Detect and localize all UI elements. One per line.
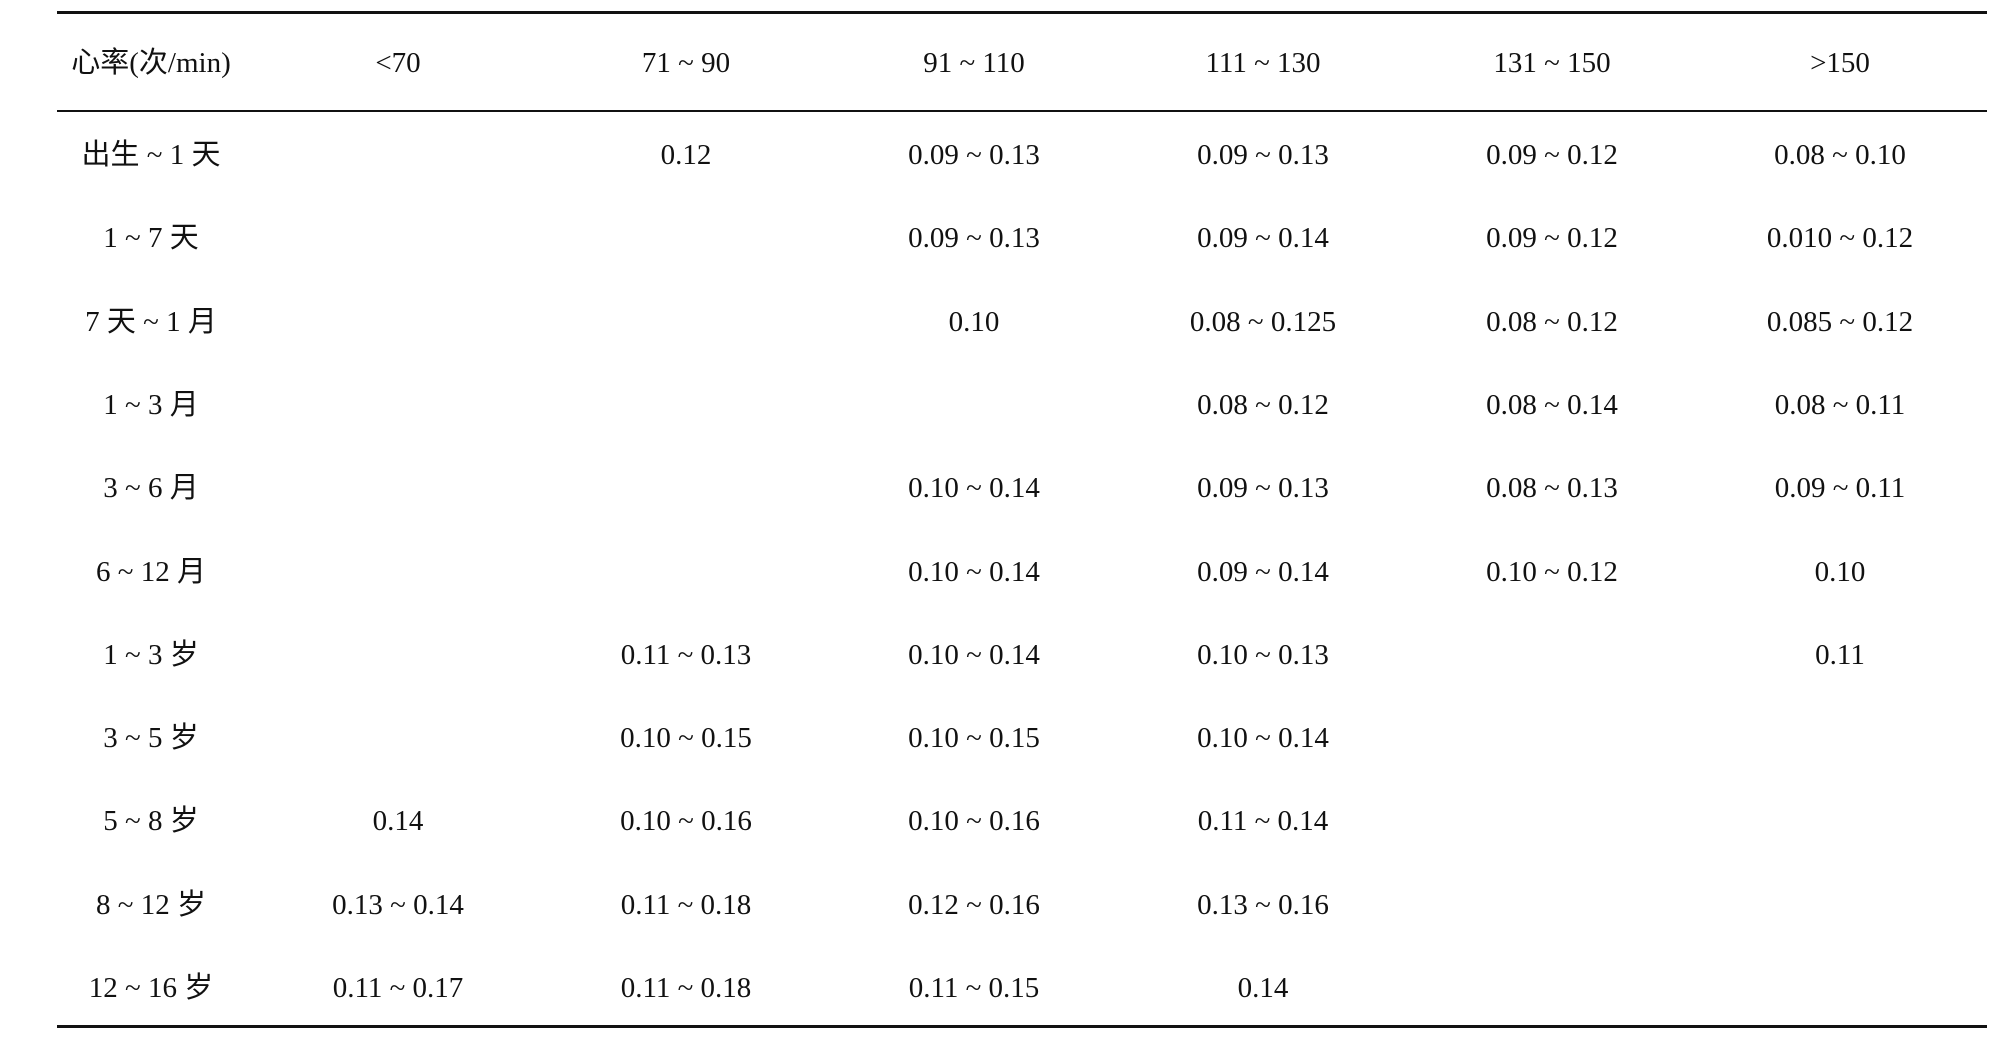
header-cell: 111 ~ 130: [1205, 47, 1321, 79]
table-cell: 0.09 ~ 0.14: [1197, 555, 1329, 588]
table-cell: 0.13 ~ 0.16: [1197, 888, 1329, 921]
table-cell: 0.14: [1237, 972, 1289, 1004]
table-cell: 0.08 ~ 0.13: [1486, 472, 1618, 505]
table-cell: 0.08 ~ 0.10: [1774, 139, 1906, 171]
row-label: 出生 ~ 1 天: [81, 139, 221, 171]
table-cell: 0.08 ~ 0.125: [1189, 305, 1337, 338]
table-cell: 0.14: [372, 805, 424, 838]
table-cell: 0.09 ~ 0.11: [1774, 472, 1906, 505]
row-label: 1 ~ 3 月: [103, 388, 199, 421]
table-cell: 0.10 ~ 0.14: [908, 555, 1040, 588]
table-cell: 0.08 ~ 0.12: [1486, 305, 1618, 338]
row-label: 7 天 ~ 1 月: [85, 305, 217, 338]
table-cell: 0.11 ~ 0.17: [332, 972, 464, 1004]
header-cell: 131 ~ 150: [1493, 47, 1611, 79]
header-cell: 71 ~ 90: [641, 47, 731, 79]
row-label: 5 ~ 8 岁: [103, 805, 199, 838]
table-cell: 0.11 ~ 0.18: [620, 972, 752, 1004]
table-cell: 0.12: [660, 139, 712, 171]
row-label: 6 ~ 12 月: [96, 555, 206, 588]
table-cell: 0.08 ~ 0.14: [1486, 388, 1618, 421]
row-label: 3 ~ 5 岁: [103, 722, 199, 755]
table-cell: 0.09 ~ 0.13: [908, 222, 1040, 255]
table-cell: 0.11 ~ 0.18: [620, 888, 752, 921]
header-cell: 心率(次/min): [71, 47, 231, 79]
table-cell: 0.08 ~ 0.12: [1197, 388, 1329, 421]
table-cell: 0.09 ~ 0.13: [1197, 139, 1329, 171]
table-cell: 0.10: [1814, 555, 1866, 588]
table-cell: 0.10 ~ 0.15: [908, 722, 1040, 755]
table-cell: 0.09 ~ 0.14: [1197, 222, 1329, 255]
table-cell: 0.11 ~ 0.15: [908, 972, 1040, 1004]
row-label: 1 ~ 7 天: [103, 222, 199, 255]
table-cell: 0.10 ~ 0.12: [1486, 555, 1618, 588]
row-label: 8 ~ 12 岁: [96, 888, 206, 921]
table-cell: 0.12 ~ 0.16: [908, 888, 1040, 921]
table-cell: 0.09 ~ 0.12: [1486, 139, 1618, 171]
table-cell: 0.10 ~ 0.14: [908, 638, 1040, 671]
table-cell: 0.11 ~ 0.13: [620, 638, 752, 671]
table-cell: 0.09 ~ 0.13: [1197, 472, 1329, 505]
table-cell: 0.09 ~ 0.12: [1486, 222, 1618, 255]
table-cell: 0.10 ~ 0.15: [620, 722, 752, 755]
table-cell: 0.11: [1815, 638, 1865, 671]
table-cell: 0.085 ~ 0.12: [1766, 305, 1914, 338]
table-cell: 0.08 ~ 0.11: [1774, 388, 1906, 421]
table-cell: 0.10 ~ 0.16: [908, 805, 1040, 838]
table-cell: 0.13 ~ 0.14: [332, 888, 464, 921]
table-cell: 0.10 ~ 0.14: [1197, 722, 1329, 755]
top-rule: [57, 11, 1987, 14]
row-label: 3 ~ 6 月: [103, 472, 199, 505]
row-label: 12 ~ 16 岁: [88, 972, 214, 1004]
header-cell: 91 ~ 110: [923, 47, 1025, 79]
header-rule: [57, 110, 1987, 112]
table-cell: 0.10: [948, 305, 1000, 338]
row-label: 1 ~ 3 岁: [103, 638, 199, 671]
table-cell: 0.10 ~ 0.13: [1197, 638, 1329, 671]
table-cell: 0.010 ~ 0.12: [1766, 222, 1914, 255]
table-cell: 0.10 ~ 0.14: [908, 472, 1040, 505]
table-cell: 0.11 ~ 0.14: [1197, 805, 1329, 838]
table-cell: 0.09 ~ 0.13: [908, 139, 1040, 171]
bottom-rule: [57, 1025, 1987, 1028]
header-cell: <70: [375, 47, 421, 79]
header-cell: >150: [1810, 47, 1870, 79]
table-cell: 0.10 ~ 0.16: [620, 805, 752, 838]
